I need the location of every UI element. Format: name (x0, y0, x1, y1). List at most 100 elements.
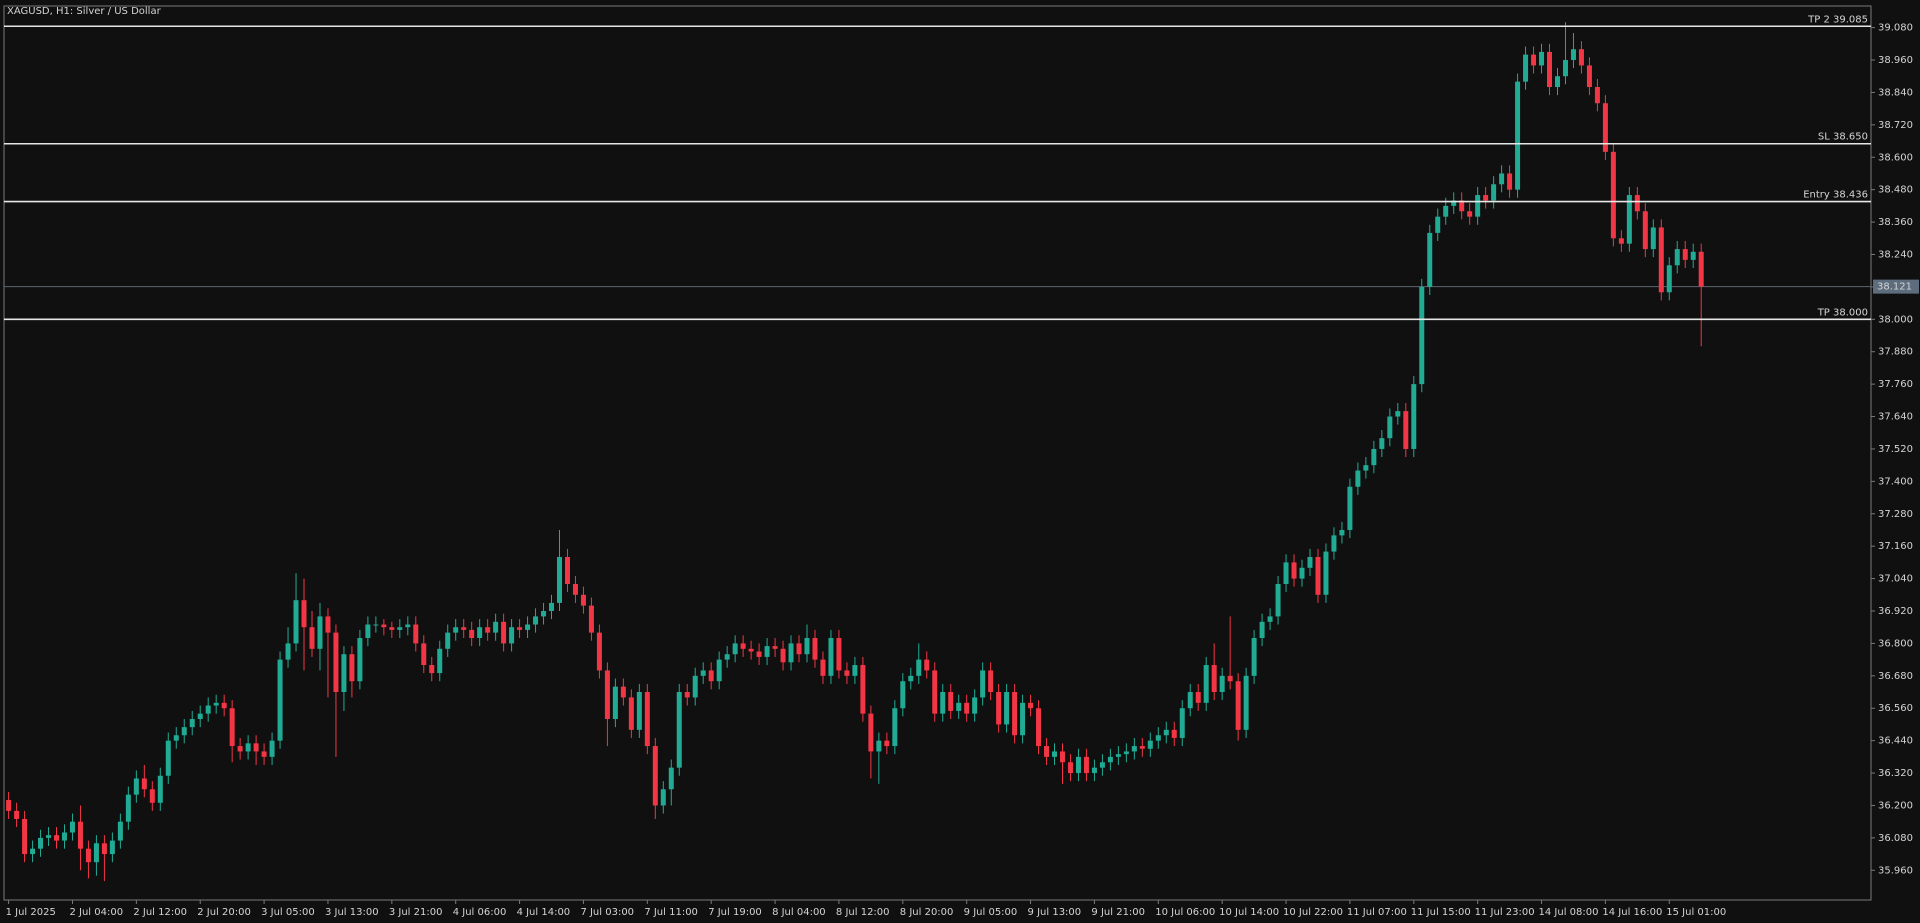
candle-body (580, 594, 586, 606)
candle-body (1427, 232, 1433, 287)
candle-body (572, 583, 578, 595)
x-tick-label: 10 Jul 22:00 (1283, 907, 1343, 918)
candle-body (604, 670, 610, 720)
x-tick-label: 7 Jul 19:00 (708, 907, 762, 918)
candle-body (397, 627, 403, 630)
x-tick-label: 4 Jul 06:00 (453, 907, 507, 918)
x-tick-label: 9 Jul 05:00 (964, 907, 1018, 918)
y-tick-label: 36.200 (1878, 800, 1913, 811)
candle-body (652, 746, 658, 806)
y-tick-label: 37.400 (1878, 476, 1913, 487)
x-tick-label: 3 Jul 05:00 (261, 907, 315, 918)
candle-body (940, 692, 946, 714)
level-label: TP 2 39.085 (1807, 14, 1868, 25)
candle-body (1323, 551, 1329, 595)
candle-body (924, 659, 930, 671)
candle-body (620, 686, 626, 698)
candle-body (181, 727, 187, 736)
y-tick-label: 36.440 (1878, 736, 1913, 747)
candle-body (956, 702, 962, 711)
candle-body (1251, 638, 1257, 676)
y-tick-label: 38.720 (1878, 120, 1913, 131)
candle-body (269, 740, 275, 757)
y-tick-label: 38.240 (1878, 249, 1913, 260)
candle-body (1219, 675, 1225, 693)
x-tick-label: 9 Jul 13:00 (1028, 907, 1082, 918)
x-tick-label: 14 Jul 08:00 (1539, 907, 1599, 918)
candle-body (1211, 665, 1217, 693)
y-tick-label: 37.160 (1878, 541, 1913, 552)
candle-body (1004, 692, 1010, 725)
y-tick-label: 38.480 (1878, 185, 1913, 196)
candle-body (1147, 740, 1153, 749)
candle-body (1171, 729, 1177, 738)
candle-body (541, 611, 547, 617)
candle-body (1539, 51, 1545, 66)
y-tick-label: 38.600 (1878, 152, 1913, 163)
x-tick-label: 8 Jul 12:00 (836, 907, 890, 918)
candle-body (1570, 49, 1576, 61)
level-label: TP 38.000 (1817, 307, 1868, 318)
candle-body (1467, 211, 1473, 217)
candle-body (1243, 675, 1249, 730)
x-tick-label: 8 Jul 04:00 (772, 907, 826, 918)
candle-body (525, 624, 531, 630)
candle-body (1235, 681, 1241, 730)
candle-body (1650, 227, 1656, 250)
candle-body (1594, 87, 1600, 104)
candle-body (277, 659, 283, 741)
candle-body (197, 713, 203, 720)
candle-body (237, 746, 243, 752)
candle-body (708, 670, 714, 682)
candle-body (1283, 562, 1289, 584)
candle-body (1123, 751, 1129, 755)
candle-body (1163, 729, 1169, 736)
candle-body (437, 648, 443, 674)
candle-body (1052, 751, 1058, 757)
y-tick-label: 36.320 (1878, 768, 1913, 779)
candle-body (357, 638, 363, 682)
candle-body (908, 675, 914, 682)
x-tick-label: 14 Jul 16:00 (1602, 907, 1662, 918)
candle-body (756, 651, 762, 657)
candle-body (6, 800, 12, 811)
candle-body (501, 621, 507, 644)
candle-body (596, 632, 602, 671)
candle-body (333, 632, 339, 693)
candle-body (253, 743, 259, 752)
candle-body (1083, 756, 1089, 774)
candle-body (876, 740, 882, 752)
x-tick-label: 3 Jul 21:00 (389, 907, 443, 918)
candle-body (1395, 411, 1401, 417)
candle-body (996, 692, 1002, 725)
candle-body (1363, 465, 1369, 471)
candle-body (85, 848, 91, 863)
candle-body (293, 600, 299, 644)
candle-body (1483, 195, 1489, 201)
candle-body (365, 624, 371, 639)
candle-body (221, 702, 227, 709)
x-tick-label: 2 Jul 20:00 (197, 907, 251, 918)
candle-body (93, 843, 99, 863)
candle-body (173, 735, 179, 741)
candle-body (1411, 384, 1417, 449)
candle-body (1642, 211, 1648, 250)
y-tick-label: 37.280 (1878, 509, 1913, 520)
candle-body (1610, 151, 1616, 239)
candle-body (1267, 616, 1273, 622)
x-tick-label: 15 Jul 01:00 (1666, 907, 1726, 918)
candle-body (916, 659, 922, 676)
candle-body (1435, 216, 1441, 233)
candle-body (109, 840, 115, 855)
y-tick-label: 35.960 (1878, 865, 1913, 876)
candle-body (349, 654, 355, 682)
candle-body (213, 702, 219, 706)
candle-body (868, 713, 874, 752)
y-tick-label: 37.760 (1878, 379, 1913, 390)
x-tick-label: 11 Jul 07:00 (1347, 907, 1407, 918)
x-tick-label: 3 Jul 13:00 (325, 907, 379, 918)
candle-body (724, 654, 730, 660)
candle-body (1515, 81, 1521, 190)
y-tick-label: 38.000 (1878, 314, 1913, 325)
candle-body (133, 778, 139, 795)
